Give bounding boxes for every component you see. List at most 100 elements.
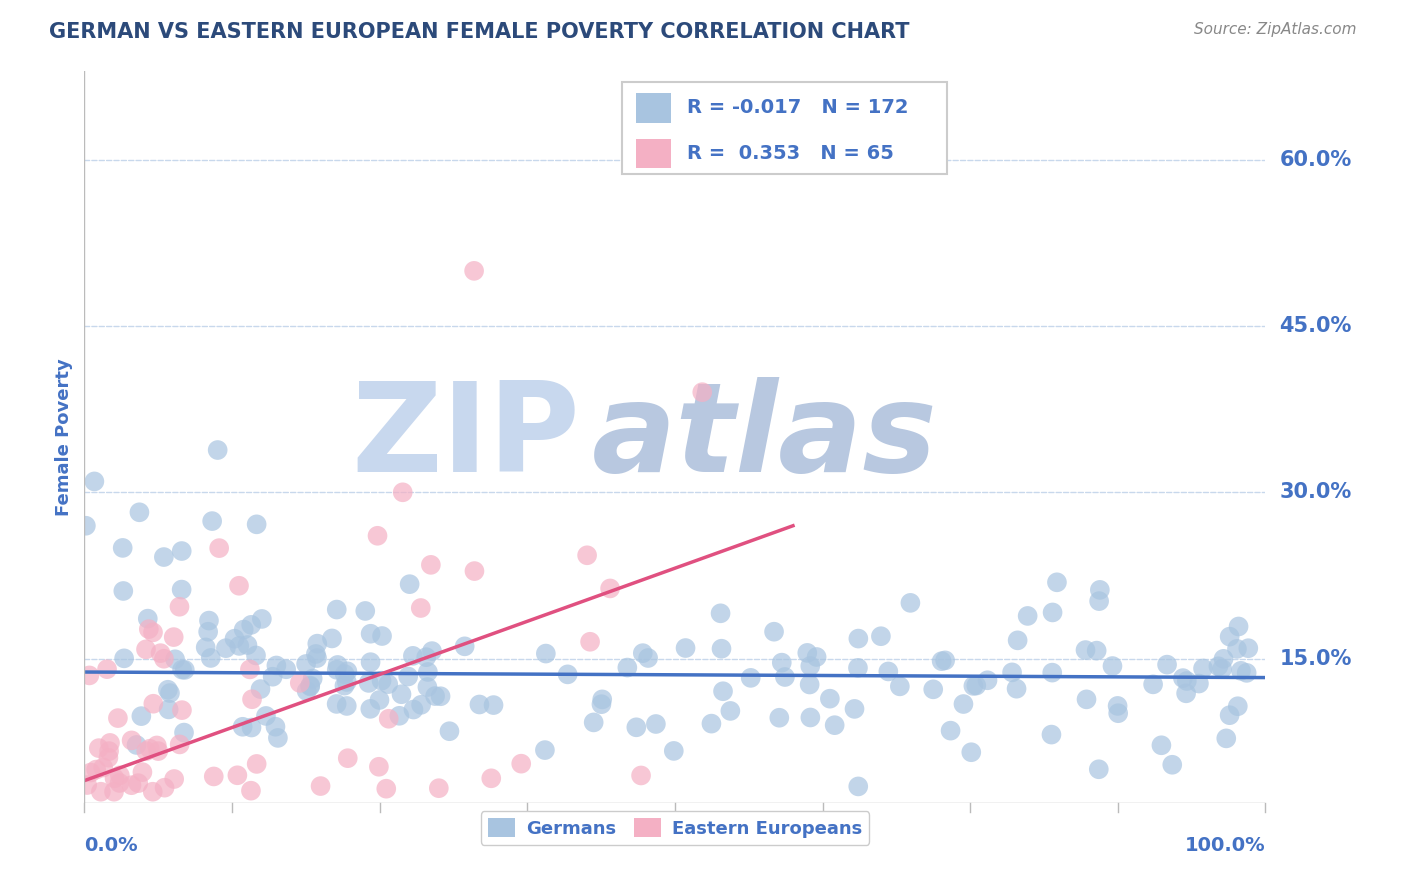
Point [420,644,443,658]
Point [1085,643,1108,657]
Point [402,702,425,716]
Point [170,544,193,558]
Point [136,612,159,626]
Point [97,750,120,764]
Point [76,778,98,792]
Point [75,518,97,533]
Point [429,690,451,704]
Point [326,602,349,616]
Point [153,780,176,795]
Point [240,692,263,706]
Point [239,662,262,676]
Point [922,682,945,697]
Point [1088,582,1111,597]
Point [846,780,869,794]
Point [98,744,121,758]
Point [965,679,987,693]
Point [170,582,193,597]
Point [135,642,157,657]
Point [360,655,382,669]
Text: R = -0.017   N = 172: R = -0.017 N = 172 [686,98,908,118]
Point [249,681,271,696]
Point [262,670,284,684]
Point [153,549,176,564]
Point [254,709,277,723]
Point [197,624,219,639]
Point [1236,665,1258,680]
Point [423,689,446,703]
Point [326,663,349,677]
Point [1150,739,1173,753]
Point [799,659,821,673]
Point [1005,681,1028,696]
Point [439,724,461,739]
Point [711,684,734,698]
Point [1142,677,1164,691]
Point [228,579,250,593]
Point [239,783,262,797]
Point [877,665,900,679]
Point [325,697,347,711]
Point [299,679,322,693]
Point [1161,757,1184,772]
Point [163,630,186,644]
Point [125,738,148,752]
Point [163,772,186,786]
Point [1001,665,1024,680]
Point [194,640,217,655]
Point [142,625,165,640]
Point [582,715,605,730]
Point [870,629,893,643]
Point [169,738,191,752]
Point [84,763,107,777]
Point [1237,641,1260,656]
Point [156,682,179,697]
Text: atlas: atlas [592,376,938,498]
Text: 30.0%: 30.0% [1279,483,1351,502]
Point [846,632,869,646]
Point [377,677,399,691]
Point [710,641,733,656]
Point [1040,665,1063,680]
Point [391,485,413,500]
Text: Source: ZipAtlas.com: Source: ZipAtlas.com [1194,22,1357,37]
Point [245,648,267,663]
Point [336,675,359,690]
Point [336,698,359,713]
Point [427,781,450,796]
Point [846,661,869,675]
Point [1156,657,1178,672]
Point [128,505,150,519]
Point [295,657,318,671]
Point [534,647,557,661]
Point [112,584,135,599]
Point [952,697,974,711]
Point [228,639,250,653]
Point [1107,698,1129,713]
Text: 60.0%: 60.0% [1279,150,1351,170]
Point [1046,575,1069,590]
Point [103,772,125,786]
Point [630,768,652,782]
Point [1226,699,1249,714]
Text: GERMAN VS EASTERN EUROPEAN FEMALE POVERTY CORRELATION CHART: GERMAN VS EASTERN EUROPEAN FEMALE POVERT… [49,22,910,42]
Point [416,680,439,694]
Point [135,744,157,758]
Point [107,711,129,725]
Point [375,781,398,796]
Text: 0.0%: 0.0% [84,836,138,855]
Point [616,660,638,674]
Y-axis label: Female Poverty: Female Poverty [55,359,73,516]
Point [773,670,796,684]
Point [662,744,685,758]
Point [591,692,613,706]
Point [844,702,866,716]
Point [83,475,105,489]
Point [153,652,176,666]
Point [591,697,613,711]
Point [246,517,269,532]
Point [934,653,956,667]
Point [690,385,713,400]
Point [336,751,359,765]
Point [370,673,392,688]
